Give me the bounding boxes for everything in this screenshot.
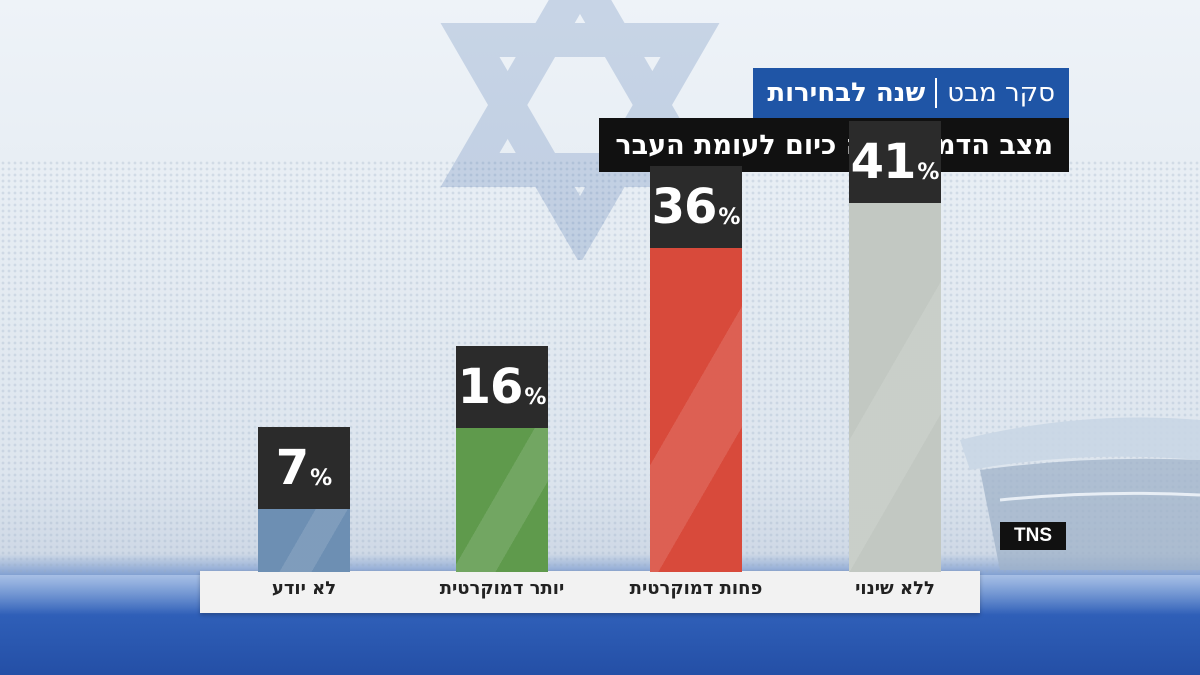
category-label: פחות דמוקרטית xyxy=(629,578,763,599)
bar: 41% xyxy=(849,121,941,572)
bar: 7% xyxy=(258,427,350,572)
bar-fill xyxy=(849,203,941,572)
bar-fill xyxy=(258,509,350,572)
header-divider xyxy=(935,78,938,108)
category-label: ללא שינוי xyxy=(855,578,935,599)
bar-value-label: 7% xyxy=(258,427,350,509)
bar-value-number: 36 xyxy=(651,179,718,235)
bar-value-label: 16% xyxy=(456,346,548,428)
chart-title: מצב הדמוקרטיה כיום לעומת העבר xyxy=(599,118,1069,172)
bar-value-number: 16 xyxy=(457,359,524,415)
category-label: יותר דמוקרטית xyxy=(439,578,565,599)
bar-fill xyxy=(650,248,742,572)
program-header: סקר מבט שנה לבחירות xyxy=(753,68,1069,118)
bar-value-label: 41% xyxy=(849,121,941,203)
program-name: סקר מבט xyxy=(947,78,1055,108)
bar-value-percent: % xyxy=(524,384,547,410)
bar-value-percent: % xyxy=(310,465,333,491)
bar: 36% xyxy=(650,166,742,572)
bar-value-label: 36% xyxy=(650,166,742,248)
category-label-strip xyxy=(200,571,980,613)
bar-value-percent: % xyxy=(917,159,940,185)
bar: 16% xyxy=(456,346,548,572)
bar-value-number: 7 xyxy=(275,440,309,496)
bar-value-percent: % xyxy=(718,204,741,230)
studio-desk-background xyxy=(960,417,1200,570)
bar-fill xyxy=(456,428,548,572)
program-subtitle: שנה לבחירות xyxy=(767,78,926,108)
source-badge: TNS xyxy=(1000,522,1066,550)
category-label: לא יודע xyxy=(271,578,337,599)
bar-value-number: 41 xyxy=(850,134,917,190)
